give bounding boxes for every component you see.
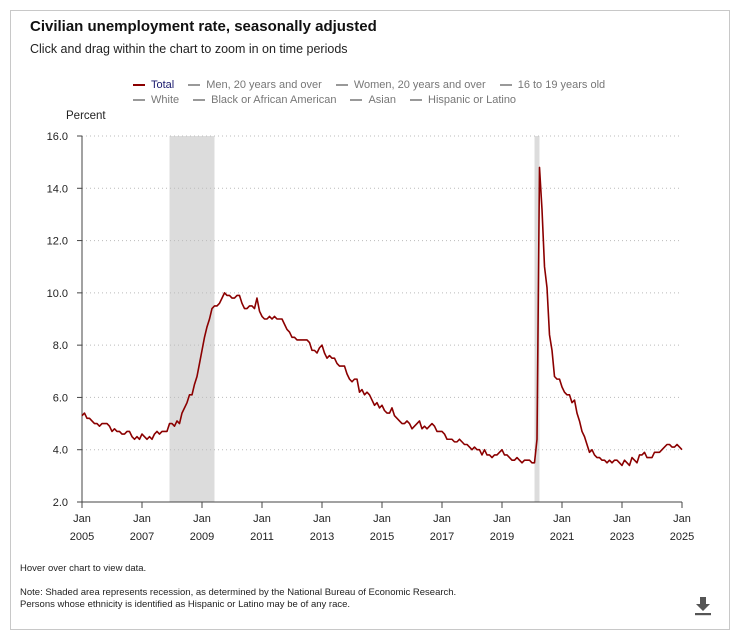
legend-label: Asian	[368, 94, 396, 106]
x-tick-label-year: 2013	[310, 531, 334, 543]
legend-swatch	[133, 84, 145, 86]
x-tick-label-month: Jan	[133, 513, 151, 525]
x-tick-label-month: Jan	[373, 513, 391, 525]
legend-swatch	[133, 99, 145, 101]
legend-row-1: Total Men, 20 years and over Women, 20 yea…	[133, 77, 619, 91]
legend-label: Hispanic or Latino	[428, 94, 517, 106]
legend-swatch	[193, 99, 206, 101]
hover-hint: Hover over chart to view data.	[20, 563, 147, 574]
chart-title: Civilian unemployment rate, seasonally a…	[30, 18, 377, 35]
x-tick-label-month: Jan	[673, 513, 691, 525]
legend-item-asian[interactable]: Asian	[350, 94, 396, 106]
x-tick-label-year: 2005	[70, 531, 94, 543]
axis-layer: 2.0 4.0 6.0 8.0 10.0 12.0 14.0 16.0 Jan 2005 Jan 20…	[47, 131, 695, 543]
legend-item-women-20-over[interactable]: Women, 20 years and over	[335, 79, 486, 91]
y-tick-label: 4.0	[53, 445, 68, 457]
legend-item-white[interactable]: White	[133, 94, 179, 106]
recession-layer	[169, 136, 540, 502]
ethnicity-note: Persons whose ethnicity is identified as…	[20, 598, 351, 610]
recession-band	[169, 136, 215, 502]
chart-subtitle: Click and drag within the chart to zoom …	[30, 42, 348, 56]
legend-swatch	[499, 84, 512, 86]
legend-label: 16 to 19 years old	[517, 79, 606, 91]
x-tick-label-year: 2015	[370, 531, 394, 543]
y-tick-label: 14.0	[47, 183, 68, 195]
y-tick-label: 2.0	[53, 497, 68, 509]
y-tick-label: 12.0	[47, 236, 68, 248]
y-tick-label: 10.0	[47, 288, 68, 300]
x-tick-label-month: Jan	[253, 513, 271, 525]
legend-label: Men, 20 years and over	[206, 79, 322, 91]
x-tick-label-month: Jan	[193, 513, 211, 525]
download-icon[interactable]	[692, 595, 714, 617]
legend-item-men-20-over[interactable]: Men, 20 years and over	[188, 79, 322, 91]
x-tick-label-month: Jan	[73, 513, 91, 525]
x-tick-label-month: Jan	[313, 513, 331, 525]
legend-swatch	[410, 99, 422, 101]
legend-label: White	[151, 94, 180, 106]
x-tick-label-month: Jan	[493, 513, 511, 525]
x-tick-label-month: Jan	[433, 513, 451, 525]
legend-swatch	[350, 99, 363, 101]
legend-item-total[interactable]: Total	[133, 79, 174, 91]
x-tick-label-year: 2021	[550, 531, 574, 543]
recession-band	[534, 136, 540, 502]
y-axis-label: Percent	[66, 110, 106, 122]
x-tick-label-year: 2017	[430, 531, 454, 543]
grid-layer	[82, 135, 682, 451]
x-tick-label-year: 2023	[610, 531, 634, 543]
legend-row-2: White Black or African American Asian Hispa…	[133, 92, 530, 106]
legend-item-16-to-19[interactable]: 16 to 19 years old	[499, 79, 606, 91]
legend-item-hispanic[interactable]: Hispanic or Latino	[410, 94, 516, 106]
recession-note: Note: Shaded area represents recession, …	[20, 587, 457, 598]
legend-label: Total	[151, 79, 175, 91]
x-tick-label-year: 2019	[490, 531, 514, 543]
chart-frame	[10, 10, 730, 630]
legend-label: Women, 20 years and over	[353, 79, 486, 91]
legend-swatch	[335, 84, 348, 86]
series-line-total	[81, 166, 683, 467]
x-tick-label-year: 2025	[670, 531, 694, 543]
legend-swatch	[188, 84, 201, 86]
x-tick-label-year: 2007	[130, 531, 154, 543]
y-tick-label: 8.0	[53, 340, 68, 352]
y-tick-label: 6.0	[53, 392, 68, 404]
x-tick-label-year: 2009	[190, 531, 214, 543]
x-tick-label-month: Jan	[613, 513, 631, 525]
y-tick-label: 16.0	[47, 131, 68, 143]
legend-label: Black or African American	[211, 94, 337, 106]
series-layer	[81, 166, 683, 467]
legend-item-black[interactable]: Black or African American	[193, 94, 336, 106]
x-tick-label-year: 2011	[250, 531, 274, 543]
x-tick-label-month: Jan	[553, 513, 571, 525]
